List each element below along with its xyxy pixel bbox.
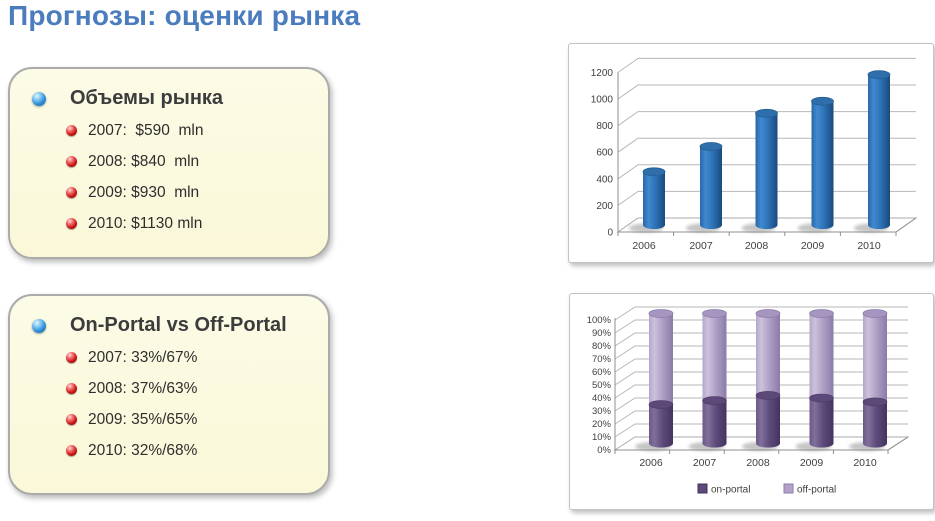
item-label: 2010: $1130 mln <box>88 214 203 232</box>
list-item: 2009: $930 mln <box>66 182 328 203</box>
blue-sphere-bullet-icon <box>32 318 46 333</box>
on-portal-segment <box>809 398 834 444</box>
legend-label-off-portal: off-portal <box>797 485 836 496</box>
gridline <box>614 306 908 321</box>
cylinder-bar-2009 <box>797 96 834 233</box>
item-label: 2008: 37%/63% <box>88 379 198 397</box>
y-tick-label: 1000 <box>591 95 614 106</box>
red-sphere-bullet-icon <box>66 125 77 136</box>
red-sphere-bullet-icon <box>66 156 77 167</box>
x-tick-label: 2006 <box>639 457 663 469</box>
list-item: 2007: $590 mln <box>66 120 328 141</box>
stacked-cylinder-bar-2010 <box>849 309 888 451</box>
y-tick-label: 800 <box>596 121 613 132</box>
red-sphere-bullet-icon <box>66 445 77 456</box>
market-volume-chart: 0 200 400 600 800 1000 1200 2006 2007 2008 2009 201… <box>568 43 934 263</box>
panel-heading: Объемы рынка <box>70 87 224 109</box>
stacked-cylinder-bar-2006 <box>635 309 674 451</box>
panel-heading-row: On-Portal vs Off-Portal <box>32 314 328 337</box>
legend-label-on-portal: on-portal <box>711 485 750 496</box>
off-portal-segment <box>649 313 673 405</box>
item-label: 2008: $840 mln <box>88 152 200 170</box>
legend-swatch-off-portal <box>783 483 794 494</box>
y-tick-label: 0 <box>607 228 613 239</box>
on-portal-segment <box>702 400 727 444</box>
off-portal-segment <box>702 313 727 401</box>
on-portal-segment <box>756 395 780 444</box>
on-portal-segment <box>863 401 887 444</box>
y-tick-label: 600 <box>596 148 613 159</box>
panel-item-list: 2007: 33%/67% 2008: 37%/63% 2009: 35%/65… <box>10 347 328 461</box>
item-label: 2010: 32%/68% <box>88 441 198 459</box>
x-axis-depth <box>895 217 917 233</box>
x-tick-label: 2007 <box>693 457 717 469</box>
panel-heading: On-Portal vs Off-Portal <box>70 314 287 336</box>
x-tick-label: 2010 <box>853 457 877 469</box>
y-tick-label: 100% <box>587 315 612 326</box>
legend-swatch-on-portal <box>697 483 708 494</box>
off-portal-segment <box>809 313 834 398</box>
item-label: 2009: $930 mln <box>88 183 200 201</box>
x-tick-label: 2008 <box>746 457 770 469</box>
cylinder-bar-2007 <box>686 142 723 233</box>
y-tick-label: 10% <box>592 432 612 443</box>
x-tick-label: 2007 <box>689 240 713 252</box>
y-tick-label: 1200 <box>591 68 614 79</box>
y-tick-label: 80% <box>592 341 612 352</box>
y-tick-label: 70% <box>592 354 612 365</box>
stacked-cylinder-bar-2009 <box>795 309 834 451</box>
red-sphere-bullet-icon <box>66 352 77 363</box>
y-tick-label: 30% <box>592 406 612 417</box>
x-tick-label: 2008 <box>745 240 769 252</box>
page-title: Прогнозы: оценки рынка <box>8 0 361 31</box>
red-sphere-bullet-icon <box>66 218 77 229</box>
panel-heading-row: Объемы рынка <box>32 87 328 110</box>
x-tick-label: 2010 <box>857 240 881 252</box>
item-label: 2007: 33%/67% <box>88 348 198 366</box>
red-sphere-bullet-icon <box>66 383 77 394</box>
blue-sphere-bullet-icon <box>32 91 46 106</box>
y-tick-label: 40% <box>592 393 612 404</box>
legend: on-portal off-portal <box>697 483 836 496</box>
y-tick-label: 90% <box>592 328 612 339</box>
list-item: 2008: $840 mln <box>66 151 328 172</box>
market-volume-chart-svg: 0 200 400 600 800 1000 1200 2006 2007 2008 2009 201… <box>591 57 918 252</box>
red-sphere-bullet-icon <box>66 414 77 425</box>
on-portal-segment <box>649 404 673 444</box>
onportal-offportal-panel: On-Portal vs Off-Portal 2007: 33%/67% 20… <box>8 294 330 495</box>
y-tick-label: 0% <box>597 445 611 456</box>
list-item: 2010: 32%/68% <box>66 440 328 461</box>
stacked-cylinder-bar-2008 <box>742 309 781 451</box>
list-item: 2009: 35%/65% <box>66 409 328 430</box>
y-tick-label: 200 <box>596 201 613 212</box>
x-axis-depth <box>887 436 909 451</box>
off-portal-segment <box>756 313 780 396</box>
off-portal-segment <box>863 313 887 402</box>
list-item: 2010: $1130 mln <box>66 213 328 234</box>
cylinder-bar-2010 <box>854 70 891 233</box>
market-volume-panel: Объемы рынка 2007: $590 mln 2008: $840 m… <box>8 67 330 259</box>
gridline <box>617 57 916 73</box>
item-label: 2009: 35%/65% <box>88 410 198 428</box>
red-sphere-bullet-icon <box>66 187 77 198</box>
y-tick-label: 60% <box>592 367 612 378</box>
panel-item-list: 2007: $590 mln 2008: $840 mln 2009: $930… <box>10 120 328 234</box>
y-tick-label: 400 <box>596 174 613 185</box>
stacked-cylinder-bar-2007 <box>688 309 727 451</box>
list-item: 2007: 33%/67% <box>66 347 328 368</box>
x-tick-label: 2009 <box>800 457 824 469</box>
cylinder-bar-2008 <box>741 108 778 233</box>
onportal-offportal-chart-svg: 0% 10% 20% 30% 40% 50% 60% 70% 80% 90% 100% 2006 200… <box>587 306 910 496</box>
y-tick-label: 20% <box>592 419 612 430</box>
y-tick-label: 50% <box>592 380 612 391</box>
item-label: 2007: $590 mln <box>88 121 204 139</box>
cylinder-bar-2006 <box>629 167 666 233</box>
x-tick-label: 2006 <box>632 240 656 252</box>
list-item: 2008: 37%/63% <box>66 378 328 399</box>
onportal-offportal-chart: 0% 10% 20% 30% 40% 50% 60% 70% 80% 90% 100% 2006 200… <box>569 293 934 510</box>
gridline <box>617 84 916 100</box>
x-tick-label: 2009 <box>801 240 825 252</box>
